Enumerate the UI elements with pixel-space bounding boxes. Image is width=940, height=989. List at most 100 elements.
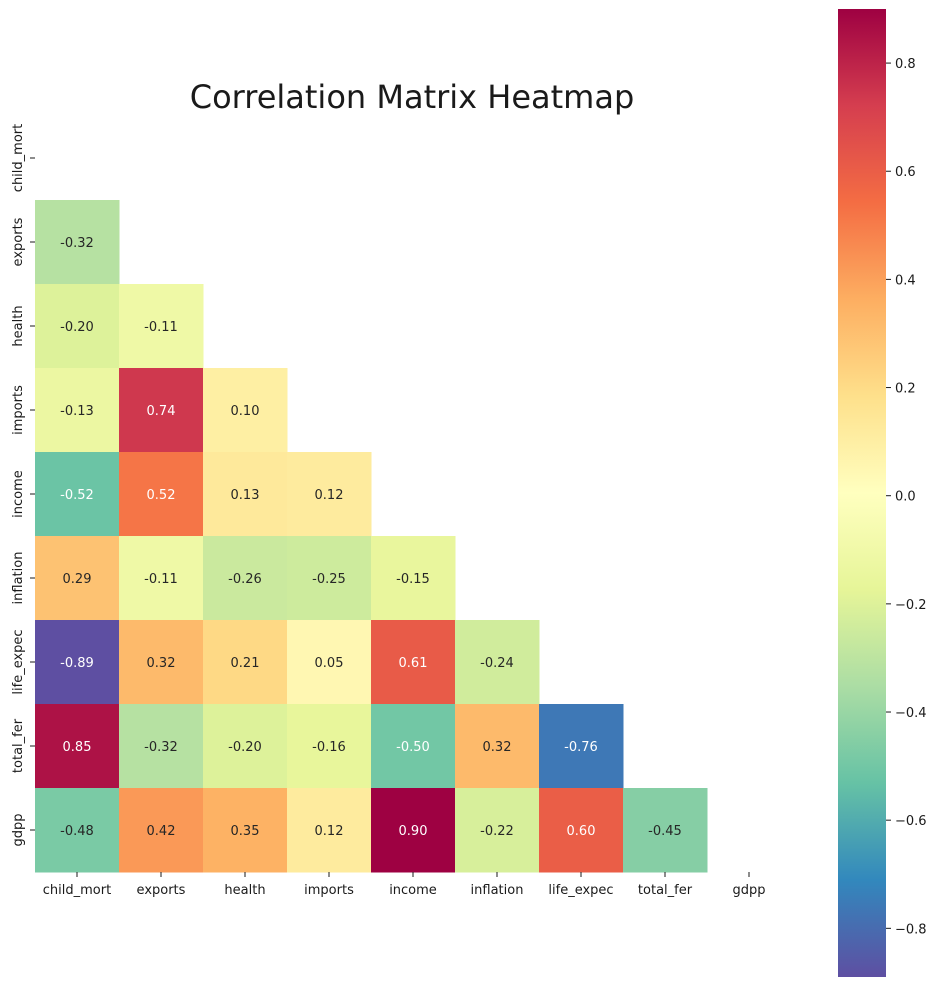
cell-label-gdpp-income: 0.90 xyxy=(399,824,428,839)
cell-annotations: -0.32 -0.20 -0.11 -0.13 0.74 0.10 -0.52 0.52 0.1… xyxy=(60,236,682,839)
cell-label-health-child_mort: -0.20 xyxy=(60,320,94,335)
heatmap-cell-life_expec-exports xyxy=(119,620,204,705)
heatmap-cell-total_fer-income xyxy=(371,704,456,789)
colorbar-tick-label: 0.8 xyxy=(895,57,916,72)
heatmap-cell-inflation-imports xyxy=(287,536,372,621)
cell-label-life_expec-imports: 0.05 xyxy=(315,656,344,671)
heatmap-cell-inflation-child_mort xyxy=(35,536,120,621)
x-tick-label-child_mort: child_mort xyxy=(43,883,111,898)
heatmap-cell-gdpp-child_mort xyxy=(35,788,120,873)
cell-label-life_expec-child_mort: -0.89 xyxy=(60,656,94,671)
heatmap-cell-life_expec-inflation xyxy=(455,620,540,705)
y-tick-label-inflation: inflation xyxy=(11,552,26,605)
cell-label-imports-health: 0.10 xyxy=(231,404,260,419)
heatmap-cell-income-imports xyxy=(287,452,372,537)
colorbar-gradient xyxy=(838,9,886,977)
cell-label-gdpp-exports: 0.42 xyxy=(147,824,176,839)
heatmap-cell-income-health xyxy=(203,452,288,537)
cell-label-inflation-child_mort: 0.29 xyxy=(63,572,92,587)
x-tick-label-exports: exports xyxy=(137,883,186,898)
cell-label-life_expec-exports: 0.32 xyxy=(147,656,176,671)
cell-label-imports-child_mort: -0.13 xyxy=(60,404,94,419)
cell-label-total_fer-imports: -0.16 xyxy=(312,740,346,755)
y-tick-label-exports: exports xyxy=(11,217,26,266)
colorbar-tick-label: 0.0 xyxy=(895,490,916,505)
colorbar-ticks: 0.8 0.6 0.4 0.2 0.0 −0.2 −0.4 −0.6 −0.8 xyxy=(886,57,927,937)
cell-label-total_fer-life_expec: -0.76 xyxy=(564,740,598,755)
cell-label-imports-exports: 0.74 xyxy=(147,404,176,419)
y-tick-label-imports: imports xyxy=(11,385,26,435)
y-tick-label-child_mort: child_mort xyxy=(11,124,26,192)
chart-title: Correlation Matrix Heatmap xyxy=(190,78,635,116)
colorbar-tick-label: −0.4 xyxy=(895,706,927,721)
cell-label-life_expec-health: 0.21 xyxy=(231,656,260,671)
heatmap-cell-gdpp-exports xyxy=(119,788,204,873)
heatmap-cell-inflation-health xyxy=(203,536,288,621)
heatmap-cell-life_expec-health xyxy=(203,620,288,705)
colorbar-tick-label: 0.2 xyxy=(895,382,916,397)
heatmap-cell-gdpp-life_expec xyxy=(539,788,624,873)
cell-label-total_fer-exports: -0.32 xyxy=(144,740,178,755)
heatmap-cell-imports-health xyxy=(203,368,288,453)
heatmap-cell-gdpp-total_fer xyxy=(623,788,708,873)
heatmap-cell-life_expec-child_mort xyxy=(35,620,120,705)
colorbar-tick-label: −0.8 xyxy=(895,922,927,937)
cell-label-life_expec-income: 0.61 xyxy=(399,656,428,671)
heatmap-cell-income-exports xyxy=(119,452,204,537)
x-tick-label-gdpp: gdpp xyxy=(732,883,765,898)
heatmap-cell-health-child_mort xyxy=(35,284,120,369)
x-tick-label-total_fer: total_fer xyxy=(638,883,693,898)
cell-label-gdpp-total_fer: -0.45 xyxy=(648,824,682,839)
heatmap-cell-exports-child_mort xyxy=(35,200,120,285)
cell-label-gdpp-life_expec: 0.60 xyxy=(567,824,596,839)
cell-label-exports-child_mort: -0.32 xyxy=(60,236,94,251)
y-tick-label-health: health xyxy=(11,305,26,346)
colorbar-tick-label: −0.2 xyxy=(895,598,927,613)
heatmap-cell-gdpp-income xyxy=(371,788,456,873)
heatmap-cell-life_expec-imports xyxy=(287,620,372,705)
colorbar: 0.8 0.6 0.4 0.2 0.0 −0.2 −0.4 −0.6 −0.8 xyxy=(838,9,927,977)
cell-label-gdpp-health: 0.35 xyxy=(231,824,260,839)
cell-label-gdpp-inflation: -0.22 xyxy=(480,824,514,839)
heatmap-cell-total_fer-exports xyxy=(119,704,204,789)
cell-label-income-health: 0.13 xyxy=(231,488,260,503)
x-tick-label-life_expec: life_expec xyxy=(548,883,613,898)
cell-label-gdpp-imports: 0.12 xyxy=(315,824,344,839)
heatmap-cell-gdpp-inflation xyxy=(455,788,540,873)
heatmap-cell-gdpp-health xyxy=(203,788,288,873)
cell-label-total_fer-child_mort: 0.85 xyxy=(63,740,92,755)
cell-label-gdpp-child_mort: -0.48 xyxy=(60,824,94,839)
heatmap-cell-total_fer-health xyxy=(203,704,288,789)
heatmap-cell-imports-child_mort xyxy=(35,368,120,453)
heatmap-cell-income-child_mort xyxy=(35,452,120,537)
heatmap-cell-inflation-income xyxy=(371,536,456,621)
cell-label-life_expec-inflation: -0.24 xyxy=(480,656,514,671)
heatmap-cell-inflation-exports xyxy=(119,536,204,621)
cell-label-total_fer-health: -0.20 xyxy=(228,740,262,755)
y-tick-label-income: income xyxy=(11,470,26,518)
heatmap-cell-total_fer-inflation xyxy=(455,704,540,789)
cell-label-total_fer-income: -0.50 xyxy=(396,740,430,755)
y-tick-label-total_fer: total_fer xyxy=(11,718,26,773)
heatmap-cell-imports-exports xyxy=(119,368,204,453)
heatmap-cell-total_fer-imports xyxy=(287,704,372,789)
cell-label-income-imports: 0.12 xyxy=(315,488,344,503)
x-tick-label-imports: imports xyxy=(304,883,354,898)
heatmap-cell-total_fer-child_mort xyxy=(35,704,120,789)
cell-label-health-exports: -0.11 xyxy=(144,320,178,335)
colorbar-tick-label: 0.6 xyxy=(895,165,916,180)
cell-label-inflation-income: -0.15 xyxy=(396,572,430,587)
y-tick-label-gdpp: gdpp xyxy=(11,813,26,846)
cell-label-income-exports: 0.52 xyxy=(147,488,176,503)
cell-label-inflation-exports: -0.11 xyxy=(144,572,178,587)
x-tick-label-income: income xyxy=(389,883,437,898)
cell-label-income-child_mort: -0.52 xyxy=(60,488,94,503)
heatmap-cell-total_fer-life_expec xyxy=(539,704,624,789)
heatmap-cell-life_expec-income xyxy=(371,620,456,705)
cell-label-total_fer-inflation: 0.32 xyxy=(483,740,512,755)
heatmap-cell-gdpp-imports xyxy=(287,788,372,873)
x-axis-ticks: child_mort exports health imports income infl… xyxy=(43,872,766,898)
x-tick-label-health: health xyxy=(224,883,265,898)
cell-label-inflation-health: -0.26 xyxy=(228,572,262,587)
